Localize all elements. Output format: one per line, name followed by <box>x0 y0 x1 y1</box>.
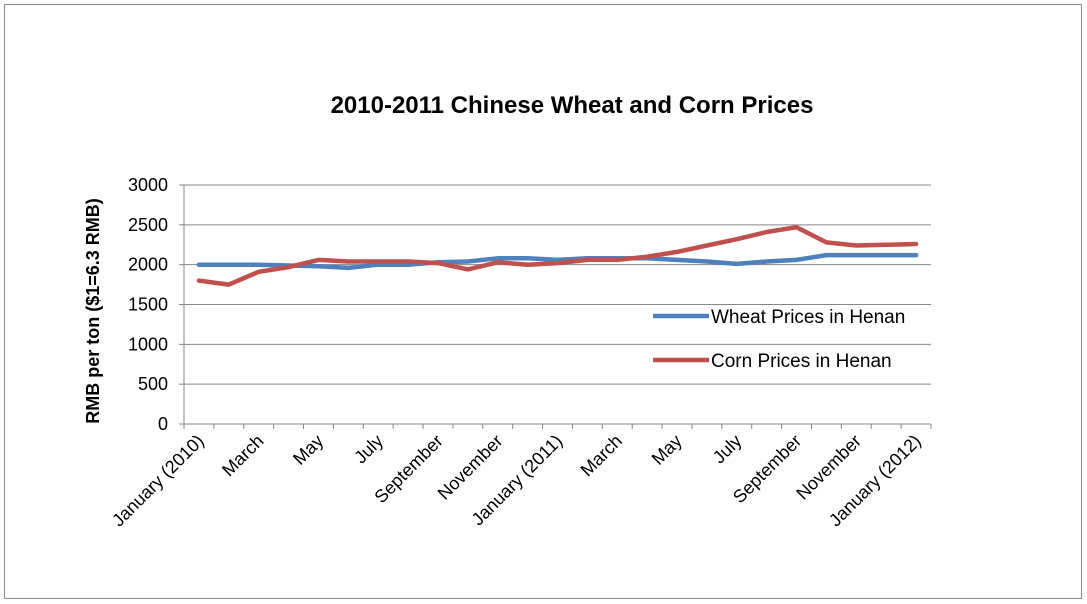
series-line-corn <box>196 224 919 287</box>
chart-frame: 2010-2011 Chinese Wheat and Corn Prices … <box>4 4 1082 599</box>
legend-label: Wheat Prices in Henan <box>711 307 905 328</box>
y-tick-label: 500 <box>138 374 168 394</box>
y-tick-label: 0 <box>158 414 168 434</box>
y-tick-labels: 0 500 1000 1500 2000 2500 3000 <box>128 175 168 434</box>
x-tick-label: March <box>577 431 627 481</box>
y-tick-label: 3000 <box>128 175 168 195</box>
x-tick-label: March <box>218 431 268 481</box>
y-tick-label: 1000 <box>128 334 168 354</box>
x-tick-labels: January (2010) March May JulySeptemberNovem… <box>108 431 925 531</box>
series-line-wheat <box>196 252 919 271</box>
x-tick-label: July <box>350 431 387 468</box>
y-tick-label: 2000 <box>128 255 168 275</box>
x-tick-label: May <box>648 431 686 469</box>
chart-title: 2010-2011 Chinese Wheat and Corn Prices <box>331 92 814 119</box>
line-chart: 2010-2011 Chinese Wheat and Corn Prices … <box>83 92 932 531</box>
x-tick-label: July <box>709 431 746 468</box>
y-tick-label: 1500 <box>128 295 168 315</box>
x-tick-label: January (2010) <box>108 431 208 531</box>
axes <box>179 184 932 429</box>
x-tick-label: May <box>289 431 327 469</box>
legend-label: Corn Prices in Henan <box>711 351 892 372</box>
y-tick-label: 2500 <box>128 215 168 235</box>
y-axis-label: RMB per ton ($1=6.3 RMB) <box>83 198 103 424</box>
series-lines <box>196 224 919 287</box>
legend: Wheat Prices in Henan Corn Prices in Hena… <box>653 307 905 372</box>
